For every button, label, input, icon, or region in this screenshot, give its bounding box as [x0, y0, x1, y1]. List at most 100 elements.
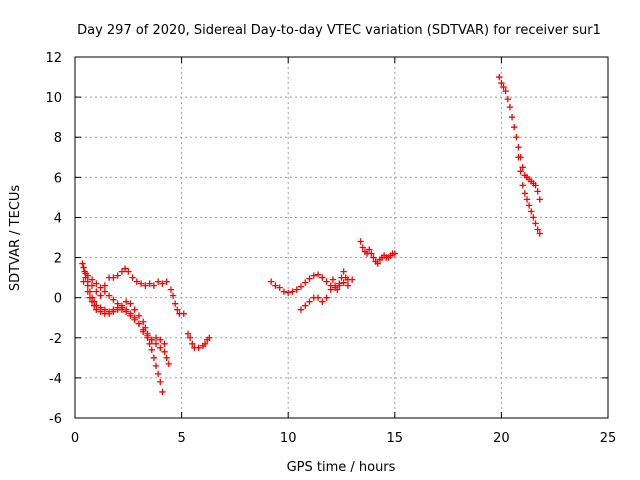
series-sat-b [82, 270, 173, 368]
data-point [135, 320, 143, 327]
data-point [105, 292, 113, 299]
data-point [370, 254, 377, 261]
data-point [327, 286, 335, 293]
data-point [129, 274, 136, 281]
x-axis-label: GPS time / hours [287, 460, 396, 475]
data-points [79, 73, 543, 396]
data-point [323, 278, 330, 285]
series-sat-h [357, 238, 398, 267]
grid-lines [75, 57, 608, 418]
data-point [148, 346, 155, 354]
y-tick-label: -4 [49, 372, 62, 387]
y-tick-label: 10 [45, 91, 62, 106]
data-point [280, 288, 288, 295]
data-point [519, 182, 526, 189]
data-point [314, 294, 322, 301]
x-tick-label: 5 [177, 431, 185, 446]
data-point [508, 113, 516, 121]
data-point [110, 274, 117, 281]
data-point [172, 300, 179, 307]
data-point [80, 264, 87, 271]
data-point [506, 103, 514, 111]
data-point [121, 265, 129, 272]
data-point [348, 276, 356, 283]
data-point [323, 294, 330, 301]
data-point [319, 298, 326, 305]
data-point [530, 214, 537, 221]
series-sat-i [496, 73, 543, 203]
data-point [122, 298, 130, 305]
data-point [88, 276, 96, 283]
data-point [152, 340, 160, 347]
data-point [289, 288, 296, 295]
data-point [374, 260, 381, 267]
data-point [536, 196, 543, 203]
chart-title: Day 297 of 2020, Sidereal Day-to-day VTE… [77, 23, 601, 38]
y-tick-label: -2 [49, 332, 62, 347]
series-sat-e [184, 330, 213, 352]
data-point [186, 334, 194, 341]
data-point [515, 154, 522, 161]
data-point [144, 334, 151, 341]
data-point [140, 318, 147, 325]
data-point [110, 308, 117, 315]
y-axis-ticks: -6 -4 -2 0 2 4 6 8 10 12 [45, 51, 608, 427]
x-tick-label: 25 [600, 431, 617, 446]
data-point [90, 302, 98, 309]
series-sat-c [84, 288, 168, 347]
data-point [344, 282, 352, 289]
data-point [150, 282, 158, 289]
data-point [314, 271, 322, 278]
data-point [93, 306, 100, 313]
y-axis-label: SDTVAR / TECUs [8, 185, 23, 292]
data-point [267, 278, 275, 285]
data-point [180, 310, 187, 317]
data-point [521, 190, 529, 197]
data-point [97, 292, 104, 299]
data-point [110, 296, 117, 303]
data-point [513, 134, 520, 141]
data-point [368, 250, 375, 257]
data-point [189, 340, 196, 347]
data-point [334, 286, 341, 293]
data-point [496, 73, 503, 81]
data-point [336, 280, 343, 287]
data-point [97, 308, 104, 315]
data-point [525, 202, 533, 209]
y-tick-label: 4 [54, 211, 62, 226]
y-tick-label: -6 [49, 412, 62, 427]
y-tick-label: 0 [54, 292, 62, 307]
data-point [329, 276, 337, 283]
data-point [86, 294, 94, 301]
data-point [93, 288, 100, 295]
data-point [93, 280, 100, 287]
data-point [174, 306, 181, 313]
data-point [150, 354, 158, 362]
data-point [302, 279, 309, 286]
data-point [135, 312, 143, 319]
data-point [159, 388, 166, 396]
data-point [359, 244, 367, 251]
data-point [127, 310, 134, 317]
data-point [114, 272, 121, 279]
data-point [140, 328, 147, 335]
data-point [114, 300, 121, 307]
series-sat-d [80, 265, 187, 317]
data-point [195, 344, 202, 352]
data-point [201, 340, 209, 347]
data-point [152, 334, 160, 341]
data-point [532, 182, 539, 189]
y-tick-label: 8 [54, 131, 62, 146]
x-tick-label: 10 [280, 431, 297, 446]
data-point [500, 83, 507, 91]
data-point [391, 250, 398, 257]
data-point [504, 95, 511, 103]
x-tick-label: 15 [387, 431, 404, 446]
data-point [133, 278, 141, 285]
data-point [306, 275, 313, 282]
data-point [523, 196, 531, 203]
data-point [84, 288, 91, 295]
data-point [125, 268, 132, 275]
data-point [101, 288, 109, 295]
data-point [152, 362, 160, 370]
